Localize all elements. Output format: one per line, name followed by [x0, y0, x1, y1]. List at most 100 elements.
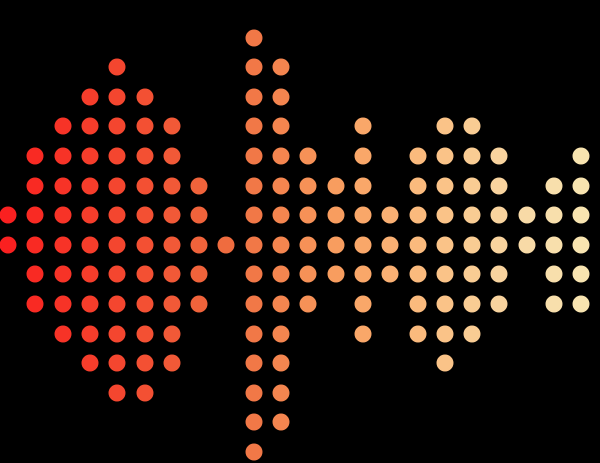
waveform-dot	[136, 295, 153, 313]
waveform-dot	[108, 265, 126, 283]
waveform-dot	[136, 384, 153, 402]
waveform-dot	[163, 295, 181, 313]
waveform-dot	[190, 236, 208, 254]
waveform-dot	[136, 354, 153, 372]
waveform-dot	[381, 265, 399, 283]
waveform-dot	[436, 325, 454, 343]
waveform-dot	[545, 206, 563, 224]
waveform-dot	[545, 236, 563, 254]
waveform-dot	[545, 295, 563, 313]
waveform-dot	[108, 147, 126, 165]
waveform-dot	[108, 325, 126, 343]
waveform-dot	[272, 413, 290, 431]
waveform-dot	[354, 236, 372, 254]
waveform-dot	[54, 325, 72, 343]
waveform-dot	[409, 325, 426, 343]
waveform-dot	[409, 265, 426, 283]
waveform-dot	[108, 58, 126, 76]
waveform-dot	[108, 88, 126, 106]
waveform-dot	[572, 147, 590, 165]
waveform-dot	[245, 58, 263, 76]
waveform-dot	[436, 295, 454, 313]
waveform-dot	[217, 236, 235, 254]
waveform-dot	[54, 147, 72, 165]
waveform-dot	[463, 147, 481, 165]
waveform-dot	[81, 117, 99, 135]
waveform-dot	[0, 236, 17, 254]
waveform-dot	[463, 117, 481, 135]
waveform-dot	[81, 265, 99, 283]
waveform-dot	[245, 29, 263, 47]
waveform-dot	[108, 177, 126, 195]
waveform-dot	[245, 325, 263, 343]
waveform-dot	[245, 147, 263, 165]
waveform-dot	[518, 236, 536, 254]
waveform-dot	[272, 177, 290, 195]
waveform-dot	[545, 177, 563, 195]
waveform-dot	[572, 177, 590, 195]
waveform-dot	[436, 147, 454, 165]
waveform-dot	[26, 236, 44, 254]
waveform-dot	[409, 295, 426, 313]
waveform-dot	[354, 265, 372, 283]
waveform-dot	[436, 236, 454, 254]
waveform-dot	[245, 384, 263, 402]
waveform-dot	[136, 88, 153, 106]
waveform-dot	[490, 206, 508, 224]
waveform-dot	[436, 354, 454, 372]
waveform-dot	[490, 295, 508, 313]
waveform-dot	[327, 265, 345, 283]
waveform-dot	[327, 236, 345, 254]
waveform-dot	[136, 147, 153, 165]
waveform-dot	[136, 236, 153, 254]
waveform-dot	[136, 265, 153, 283]
waveform-dot	[54, 177, 72, 195]
waveform-dot	[354, 117, 372, 135]
waveform-dot	[572, 206, 590, 224]
waveform-dot	[272, 325, 290, 343]
waveform-dot	[463, 265, 481, 283]
waveform-dot	[272, 147, 290, 165]
waveform-dot	[272, 58, 290, 76]
waveform-dot	[354, 295, 372, 313]
waveform-dot	[54, 265, 72, 283]
waveform-dot	[163, 117, 181, 135]
waveform-dot	[354, 206, 372, 224]
waveform-dot	[299, 295, 317, 313]
waveform-dot	[136, 206, 153, 224]
waveform-dot	[54, 206, 72, 224]
waveform-dot	[81, 206, 99, 224]
waveform-dot	[108, 354, 126, 372]
waveform-dot	[272, 354, 290, 372]
waveform-dot	[381, 206, 399, 224]
waveform-dot	[354, 325, 372, 343]
waveform-dot	[81, 88, 99, 106]
waveform-dot	[163, 147, 181, 165]
waveform-dot	[108, 206, 126, 224]
waveform-dot	[463, 177, 481, 195]
waveform-dot	[545, 265, 563, 283]
waveform-dot	[163, 236, 181, 254]
waveform-dot	[409, 236, 426, 254]
waveform-dot	[81, 325, 99, 343]
waveform-dot	[409, 147, 426, 165]
waveform-dot	[163, 325, 181, 343]
waveform-dot	[136, 177, 153, 195]
waveform-dot	[463, 295, 481, 313]
waveform-dot	[245, 88, 263, 106]
waveform-dot	[490, 236, 508, 254]
waveform-dot	[245, 236, 263, 254]
waveform-dot	[26, 206, 44, 224]
waveform-dot	[490, 147, 508, 165]
waveform-dot	[108, 236, 126, 254]
waveform-dot	[190, 206, 208, 224]
waveform-dot	[136, 325, 153, 343]
waveform-dot	[436, 177, 454, 195]
waveform-dot	[463, 325, 481, 343]
waveform-dot	[81, 354, 99, 372]
waveform-dot	[436, 265, 454, 283]
waveform-dot	[572, 295, 590, 313]
waveform-dot	[409, 206, 426, 224]
waveform-dot	[518, 206, 536, 224]
